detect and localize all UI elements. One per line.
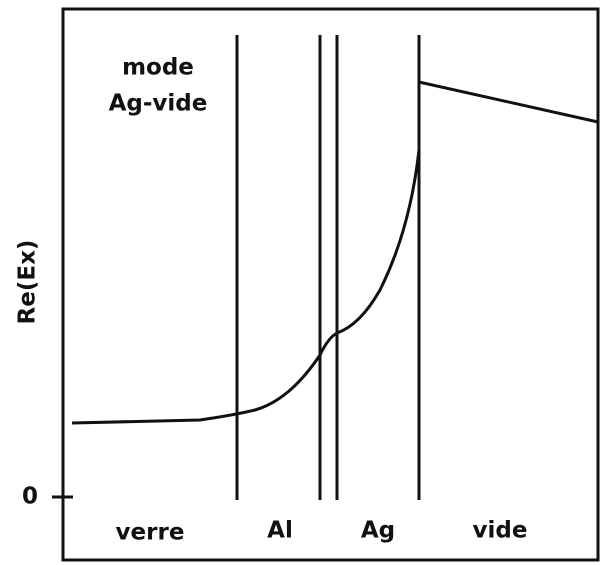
region-label: vide [473, 518, 528, 544]
region-label: Al [267, 518, 293, 544]
field-curve [71, 80, 599, 425]
frame [61, 7, 600, 562]
region-label: Ag [361, 518, 395, 544]
mode-label: Ag-vide [109, 91, 208, 117]
mode-label: mode [122, 55, 194, 81]
y-tick-label: 0 [22, 484, 38, 510]
region-label: verre [116, 520, 185, 546]
y-axis-label: Re(Ex) [15, 240, 41, 325]
